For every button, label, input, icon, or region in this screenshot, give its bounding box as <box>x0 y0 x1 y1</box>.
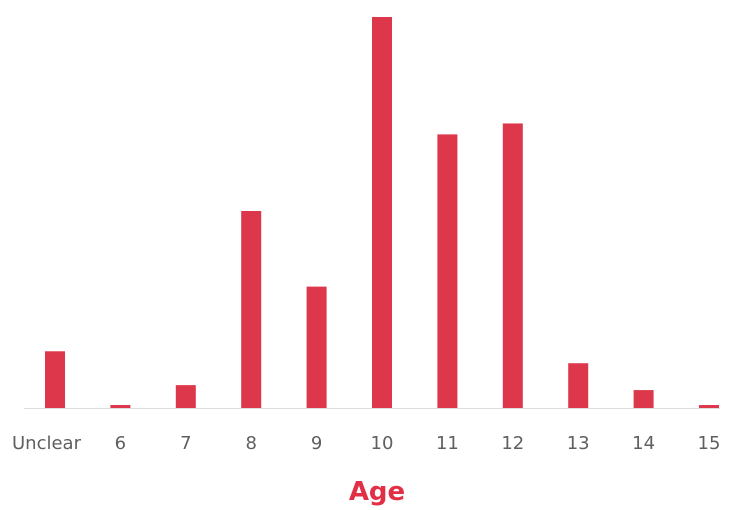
x-tick-label-10: 10 <box>371 433 394 454</box>
x-tick-label-9: 9 <box>311 433 322 454</box>
x-tick-label-11: 11 <box>436 433 459 454</box>
bar-13 <box>568 363 589 408</box>
bar-unclear <box>45 351 65 408</box>
bar-12 <box>502 123 523 408</box>
x-tick-label-14: 14 <box>632 433 655 454</box>
x-tick-label-7: 7 <box>180 433 191 454</box>
x-tick-labels: Unclear 6 7 8 9 10 11 12 13 14 15 <box>12 433 720 454</box>
x-tick-label-13: 13 <box>567 433 590 454</box>
bar-9 <box>306 286 327 408</box>
bar-8 <box>241 211 262 408</box>
x-axis-title: Age <box>349 477 405 507</box>
bar-11 <box>437 134 458 408</box>
bar-15 <box>699 405 719 408</box>
bar-6 <box>110 405 131 408</box>
x-tick-label-12: 12 <box>501 433 524 454</box>
x-tick-label-8: 8 <box>245 433 256 454</box>
bar-14 <box>633 390 654 408</box>
x-tick-label-unclear: Unclear <box>12 433 82 454</box>
bars-group <box>45 16 719 409</box>
bar-10 <box>372 16 392 409</box>
x-tick-label-15: 15 <box>698 433 721 454</box>
x-tick-label-6: 6 <box>115 433 126 454</box>
bar-7 <box>175 385 196 408</box>
